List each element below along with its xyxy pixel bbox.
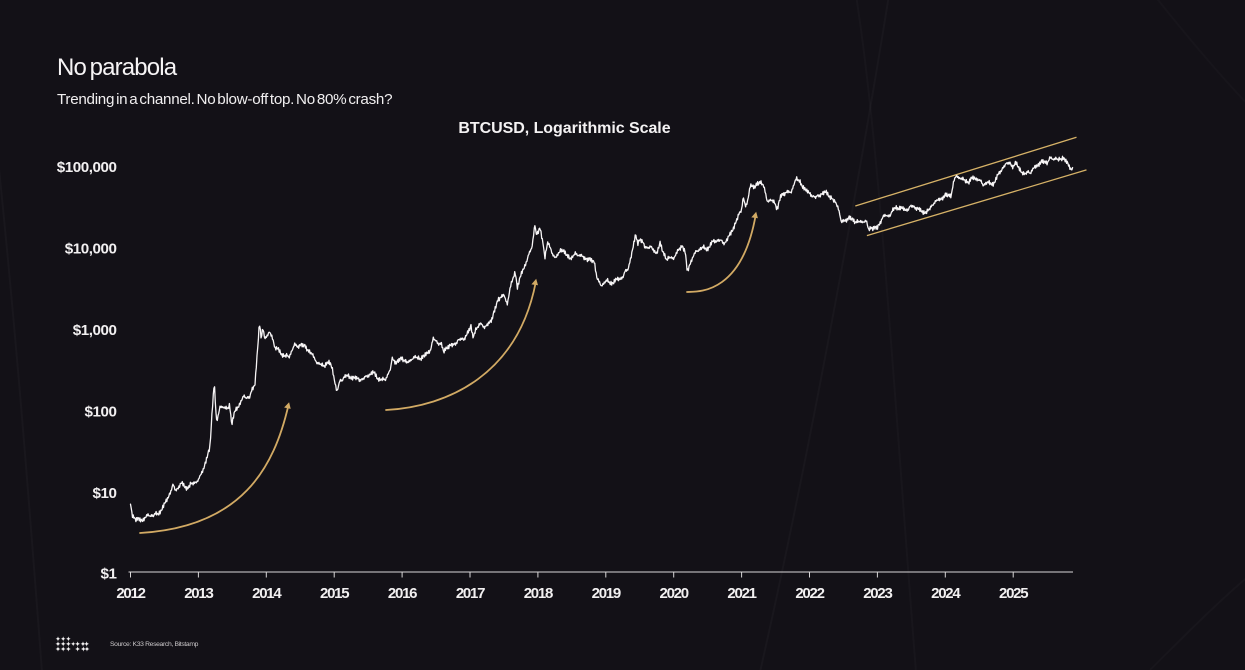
svg-text:2022: 2022 xyxy=(795,585,824,602)
svg-text:2016: 2016 xyxy=(388,585,417,602)
svg-text:2021: 2021 xyxy=(727,585,756,602)
svg-text:2012: 2012 xyxy=(116,585,145,602)
svg-text:2017: 2017 xyxy=(456,585,485,602)
svg-text:2013: 2013 xyxy=(184,585,213,602)
svg-text:2014: 2014 xyxy=(252,585,282,602)
svg-text:2018: 2018 xyxy=(524,585,553,602)
svg-text:$1: $1 xyxy=(101,565,118,582)
svg-text:2019: 2019 xyxy=(592,585,621,602)
svg-text:$1,000: $1,000 xyxy=(73,322,117,339)
svg-text:Source: K33 Research, Bitstamp: Source: K33 Research, Bitstamp xyxy=(110,641,199,648)
svg-text:$10,000: $10,000 xyxy=(65,240,117,257)
svg-text:No parabola: No parabola xyxy=(57,54,178,81)
svg-text:2025: 2025 xyxy=(999,585,1028,602)
svg-text:2015: 2015 xyxy=(320,585,349,602)
svg-text:BTCUSD, Logarithmic Scale: BTCUSD, Logarithmic Scale xyxy=(458,120,670,137)
svg-text:$100: $100 xyxy=(85,404,117,421)
svg-text:$10: $10 xyxy=(93,485,117,502)
svg-text:2024: 2024 xyxy=(931,585,961,602)
svg-text:2020: 2020 xyxy=(660,585,689,602)
svg-text:Trending in a channel. No blow: Trending in a channel. No blow-off top. … xyxy=(57,91,392,108)
svg-text:$100,000: $100,000 xyxy=(57,159,117,176)
svg-text:2023: 2023 xyxy=(863,585,892,602)
